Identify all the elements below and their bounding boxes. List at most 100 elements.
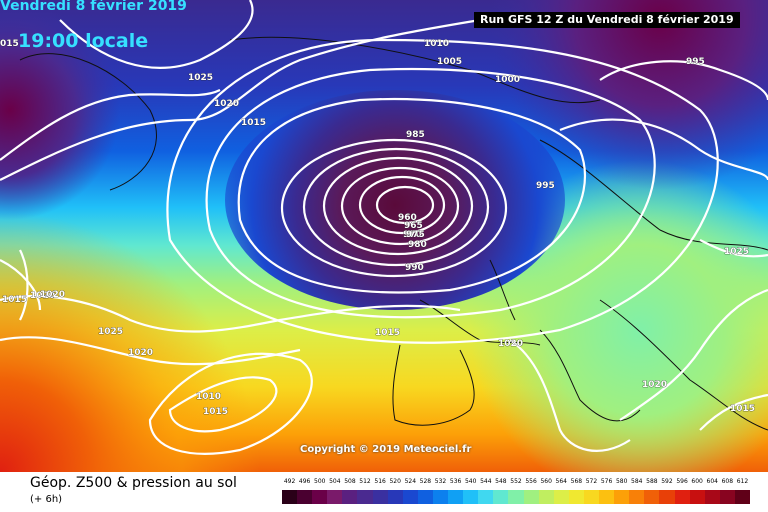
scale-swatch <box>508 490 525 504</box>
scale-swatch <box>493 490 509 504</box>
isobars <box>0 0 768 454</box>
scale-tick-label: 504 <box>329 478 341 485</box>
scale-tick-label: 536 <box>449 478 462 485</box>
scale-swatch <box>297 490 313 504</box>
isobar-label: 1015 <box>241 118 266 128</box>
scale-swatch <box>674 490 691 504</box>
scale-swatch <box>553 490 570 504</box>
scale-tick-label: 512 <box>359 478 371 485</box>
scale-swatch <box>734 490 751 504</box>
isobar-label: 1025 <box>724 247 749 257</box>
scale-swatch <box>478 490 494 504</box>
weather-map: 1010 1005 1000 995 1025 1020 1015 985 99… <box>0 0 768 472</box>
isobar-label: 965 <box>404 221 423 231</box>
scale-swatch <box>387 490 404 504</box>
isobar-label: 1015 <box>375 328 400 338</box>
scale-tick-label: 580 <box>615 478 628 485</box>
isobar-label: 1010 <box>196 392 221 402</box>
scale-tick-label: 568 <box>570 478 583 485</box>
isobar-label: 1025 <box>98 327 123 337</box>
isobar-label: 1010 <box>424 39 449 49</box>
scale-tick-label: 592 <box>661 478 673 485</box>
scale-tick-label: 560 <box>540 478 552 485</box>
low-pressure-core <box>225 90 565 310</box>
scale-swatch <box>629 490 645 504</box>
scale-tick-label: 544 <box>480 478 492 485</box>
scale-swatch <box>417 490 434 504</box>
scale-swatch <box>342 490 358 504</box>
scale-tick-label: 492 <box>283 478 296 485</box>
isobar-label: 980 <box>408 240 427 250</box>
legend-title: Géop. Z500 & pression au sol <box>30 475 237 491</box>
scale-tick-label: 584 <box>631 478 643 485</box>
scale-swatch <box>583 490 600 504</box>
isobar-label: 1020 <box>214 99 239 109</box>
scale-swatch <box>372 490 389 504</box>
isobar-label: 995 <box>686 57 705 67</box>
scale-tick-label: 524 <box>404 478 417 485</box>
model-run-label: Run GFS 12 Z du Vendredi 8 février 2019 <box>474 12 740 28</box>
isobar-labels: 1010 1005 1000 995 1025 1020 1015 985 99… <box>0 39 755 418</box>
forecast-time: 19:00 locale <box>18 30 149 52</box>
isobar-label: 990 <box>405 263 424 273</box>
isobar-label: 1020 <box>498 339 523 349</box>
scale-tick-label: 588 <box>646 478 658 485</box>
scale-tick-label: 600 <box>691 478 703 485</box>
isobar-label: 1020 <box>128 348 153 358</box>
scale-tick-label: 516 <box>374 478 386 485</box>
isobar-label: 1005 <box>437 57 462 67</box>
scale-swatch <box>614 490 630 504</box>
copyright-notice: Copyright © 2019 Meteociel.fr <box>300 444 472 455</box>
scale-tick-label: 612 <box>736 478 749 485</box>
forecast-date: Vendredi 8 février 2019 <box>0 0 187 14</box>
scale-swatch <box>327 490 343 504</box>
legend-subtitle: (+ 6h) <box>30 494 63 505</box>
isobar-label: 985 <box>406 130 425 140</box>
isobar-label: 1020 <box>40 290 65 300</box>
scale-swatch <box>599 490 615 504</box>
isobar-label: 970 <box>403 230 422 240</box>
isobar-label: 1015 <box>203 407 228 417</box>
scale-swatch <box>282 490 298 504</box>
scale-tick-label: 564 <box>555 478 567 485</box>
isobar-label: 1020 <box>30 291 55 301</box>
geopotential-field: 1010 1005 1000 995 1025 1020 1015 985 99… <box>0 0 768 472</box>
scale-swatch <box>704 490 721 504</box>
scale-tick-label: 596 <box>676 478 688 485</box>
isobar-label: 1000 <box>495 75 520 85</box>
scale-tick-label: 608 <box>721 478 734 485</box>
scale-swatch <box>659 490 675 504</box>
scale-tick-label: 576 <box>600 478 613 485</box>
scale-swatch <box>448 490 464 504</box>
scale-swatch <box>523 490 540 504</box>
isobar-label: 1015 <box>730 404 755 414</box>
scale-tick-label: 528 <box>419 478 432 485</box>
scale-swatch <box>719 490 736 504</box>
scale-tick-label: 552 <box>510 478 522 485</box>
scale-swatch <box>568 490 585 504</box>
scale-tick-label: 540 <box>464 478 477 485</box>
scale-tick-label: 548 <box>495 478 507 485</box>
scale-swatch <box>538 490 555 504</box>
scale-tick-label: 508 <box>344 478 356 485</box>
scale-tick-label: 572 <box>585 478 598 485</box>
isobar-label: 1015 <box>2 295 27 305</box>
isobar-label: 995 <box>536 181 555 191</box>
scale-tick-label: 532 <box>434 478 447 485</box>
scale-swatch <box>312 490 328 504</box>
isobar-label: 1020 <box>642 380 667 390</box>
scale-swatch <box>644 490 660 504</box>
scale-tick-label: 500 <box>314 478 326 485</box>
scale-tick-label: 556 <box>525 478 537 485</box>
scale-swatch <box>689 490 706 504</box>
isobar-label: 975 <box>406 230 425 240</box>
scale-swatch <box>432 490 449 504</box>
scale-swatch <box>357 490 374 504</box>
scale-swatch <box>463 490 479 504</box>
isobar-label: 960 <box>398 213 417 223</box>
isobar-label: 1025 <box>188 73 213 83</box>
scale-tick-label: 520 <box>389 478 401 485</box>
scale-tick-label: 604 <box>706 478 718 485</box>
color-scale: 492 496 500 504 508 512 516 520 524 528 532 536 540 5… <box>282 478 752 508</box>
isobar-label: 015 <box>0 39 19 49</box>
